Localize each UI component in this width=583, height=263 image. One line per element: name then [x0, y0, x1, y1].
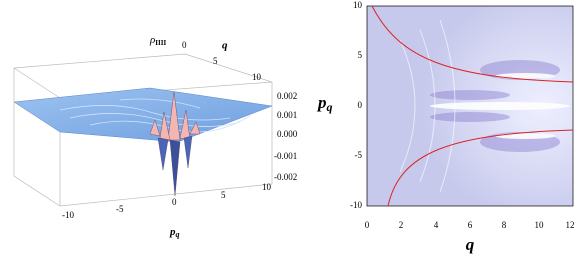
tick-label: 0 [172, 197, 177, 207]
tick-label: -0.002 [274, 172, 297, 182]
tick-label: 8 [502, 220, 507, 230]
tick-label: 0 [365, 220, 370, 230]
axis-label: q [466, 235, 475, 254]
tick-label: 10 [252, 72, 262, 82]
tick-label: 0.002 [277, 91, 297, 101]
axis-label: pq [169, 226, 180, 239]
panel-title: ρIIII [149, 34, 166, 47]
tick-label: -5 [116, 204, 124, 214]
tick-label: 5 [221, 190, 226, 200]
tick-label: -10 [62, 210, 74, 220]
tick-label: 5 [358, 50, 363, 60]
tick-label: 0 [358, 100, 363, 110]
tick-label: -0.001 [274, 151, 297, 161]
tick-label: 10 [262, 182, 272, 192]
tick-label: -10 [350, 200, 362, 210]
tick-label: 0.000 [277, 129, 298, 139]
tick-label: 4 [434, 220, 439, 230]
tick-label: 6 [468, 220, 473, 230]
tick-label: 10 [353, 0, 363, 10]
tick-label: 2 [399, 220, 404, 230]
tick-label: 12 [566, 220, 575, 230]
density-plot: 10 5 0 -5 -10 0 2 4 6 8 10 12 pq q [316, 0, 575, 254]
axis-label: q [222, 40, 228, 52]
surface-plot: ρIIII q 0 5 10 0.002 0.001 0.000 -0.001 … [13, 34, 298, 239]
tick-label: 0.001 [277, 110, 297, 120]
tick-label: -5 [355, 150, 363, 160]
axis-label: pq [316, 93, 333, 114]
tick-label: 5 [213, 56, 218, 66]
tick-label: 0 [182, 40, 187, 50]
tick-label: 10 [535, 220, 545, 230]
